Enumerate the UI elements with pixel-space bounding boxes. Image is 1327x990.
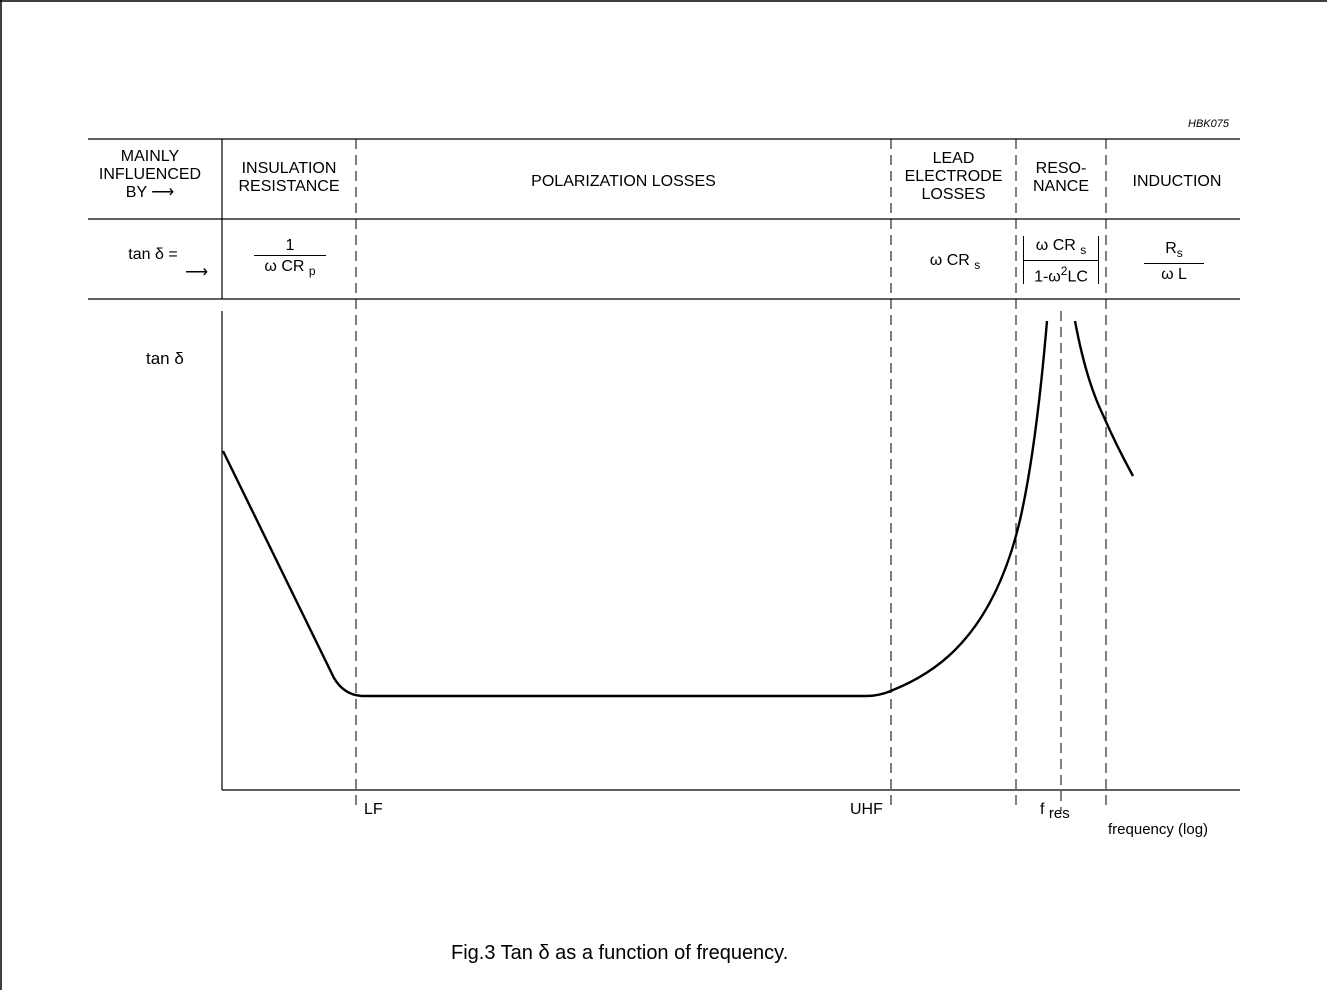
formula-lead-main: ω CR: [929, 252, 970, 269]
formula-resonance-num-main: ω CR: [1035, 237, 1076, 254]
x-marker-uhf: UHF: [850, 801, 883, 818]
region-label-lead-line3: LOSSES: [921, 186, 986, 203]
region-label-insulation-line1: INSULATION: [241, 160, 337, 177]
tan-delta-curve-high: [1073, 320, 1135, 477]
region-label-induction: INDUCTION: [1132, 173, 1222, 190]
region-label-polarization: POLARIZATION LOSSES: [531, 173, 716, 190]
region-label-lead: LEAD ELECTRODE LOSSES: [891, 150, 1016, 204]
formula-resonance-numerator: ω CR s: [1024, 236, 1098, 260]
formula-insulation-den-sub: p: [308, 264, 316, 279]
y-axis-label: tan δ: [146, 349, 184, 368]
abs-bar-right: [1098, 236, 1099, 284]
formula-insulation-numerator: 1: [285, 237, 295, 254]
formula-lead: ω CR s: [900, 252, 1010, 274]
row-header-influence-line2: INFLUENCED: [98, 166, 202, 183]
formula-resonance-den-b: LC: [1067, 268, 1088, 286]
formula-induction-numerator: Rs: [1144, 239, 1204, 263]
x-marker-fres-main: f: [1040, 801, 1045, 818]
formula-insulation-denominator: ω CR p: [254, 255, 326, 281]
abs-bar-left: [1023, 236, 1024, 284]
region-label-resonance-line1: RESO-: [1035, 160, 1087, 177]
region-label-insulation: INSULATION RESISTANCE: [223, 160, 355, 196]
figure-caption: Fig.3 Tan δ as a function of frequency.: [451, 942, 789, 964]
formula-insulation-den-main: ω CR: [264, 258, 305, 275]
formula-induction-denominator: ω L: [1144, 263, 1204, 284]
row-header-formula: tan δ = ⟶: [88, 246, 218, 282]
row-header-influence-line1: MAINLY: [120, 148, 180, 165]
region-label-insulation-line2: RESISTANCE: [238, 178, 340, 195]
region-label-resonance: RESO- NANCE: [1016, 160, 1106, 196]
row-header-formula-line1: tan δ =: [128, 246, 178, 263]
x-marker-lf: LF: [364, 801, 383, 818]
formula-induction: Rs ω L: [1144, 239, 1204, 284]
region-boundaries: [355, 139, 1107, 811]
row-header-influence: MAINLY INFLUENCED BY ⟶: [82, 148, 218, 202]
region-label-resonance-line2: NANCE: [1032, 178, 1089, 195]
arrow-right-icon: ⟶: [185, 264, 208, 281]
row-header-influence-by: BY: [125, 184, 147, 201]
figure-code: HBK075: [1188, 118, 1229, 130]
formula-resonance-den-sup: 2: [1060, 264, 1068, 279]
tan-delta-curve-low: [221, 320, 1049, 698]
region-label-lead-line1: LEAD: [932, 150, 975, 167]
formula-induction-num-main: R: [1165, 240, 1177, 257]
x-marker-fres: f res: [1040, 801, 1070, 823]
x-axis-label: frequency (log): [1108, 821, 1209, 838]
x-marker-fres-sub: res: [1048, 805, 1070, 823]
formula-resonance-den-a: 1-ω: [1034, 268, 1061, 286]
region-label-lead-line2: ELECTRODE: [904, 168, 1003, 185]
arrow-right-icon: ⟶: [151, 184, 175, 201]
formula-lead-sub: s: [974, 258, 981, 273]
formula-resonance: ω CR s 1-ω2LC: [1024, 236, 1098, 287]
formula-induction-num-sub: s: [1176, 246, 1183, 261]
row-header-influence-line3: BY ⟶: [82, 184, 218, 202]
formula-resonance-num-sub: s: [1080, 243, 1087, 258]
formula-resonance-denominator: 1-ω2LC: [1024, 260, 1098, 286]
formula-insulation: 1 ω CR p: [254, 236, 326, 281]
